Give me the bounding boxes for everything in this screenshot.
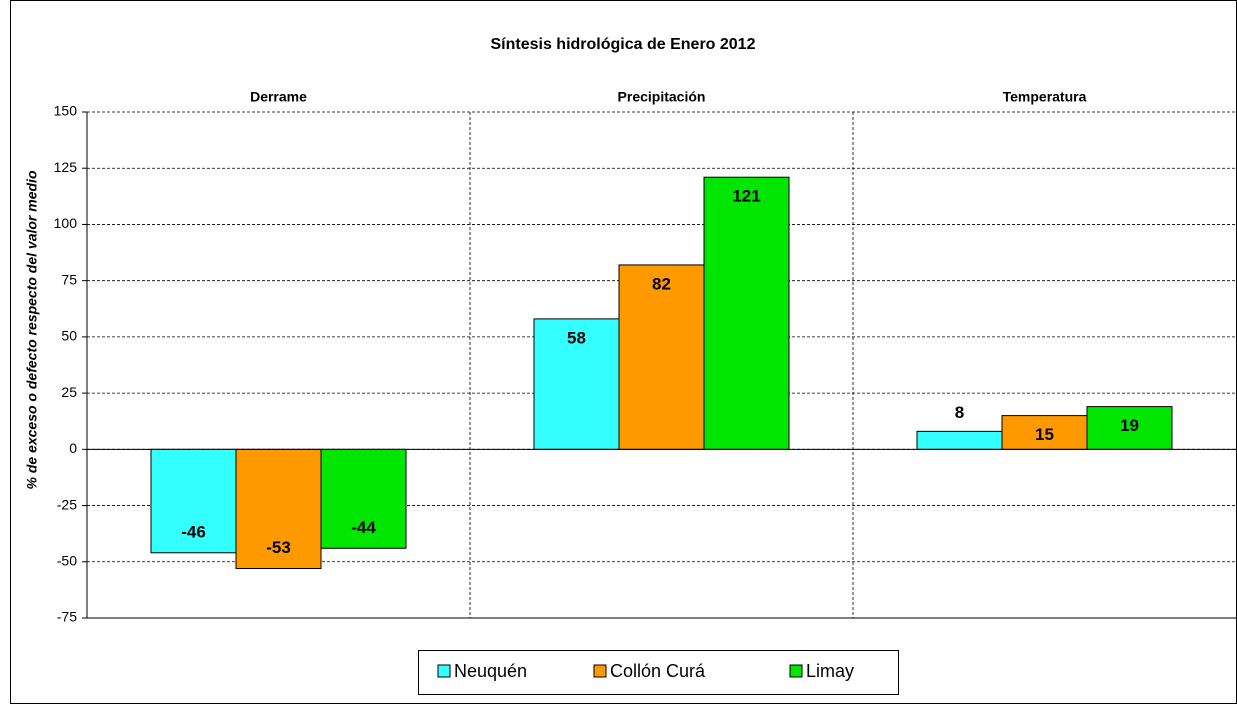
data-label: -44 bbox=[351, 518, 376, 537]
legend-swatch bbox=[593, 664, 607, 678]
bar bbox=[320, 448, 407, 549]
y-tick-label: -50 bbox=[57, 552, 77, 568]
chart-title: Síntesis hidrológica de Enero 2012 bbox=[491, 36, 756, 53]
data-label: 8 bbox=[955, 403, 964, 422]
legend bbox=[418, 650, 899, 695]
bar bbox=[533, 318, 620, 450]
category-label: Temperatura bbox=[1003, 89, 1087, 105]
y-tick-label: 150 bbox=[54, 103, 78, 119]
bar bbox=[703, 176, 790, 450]
legend-swatch bbox=[437, 664, 451, 678]
legend-label: Collón Curá bbox=[610, 661, 706, 681]
y-tick-label: 75 bbox=[61, 271, 77, 287]
bar bbox=[618, 264, 705, 450]
y-axis-label: % de exceso o defecto respecto del valor… bbox=[24, 170, 40, 489]
y-tick-label: 25 bbox=[61, 384, 77, 400]
y-tick-label: -75 bbox=[57, 609, 77, 625]
legend-label: Limay bbox=[806, 661, 854, 681]
bar bbox=[916, 430, 1003, 450]
y-tick-label: 0 bbox=[69, 440, 77, 456]
category-label: Precipitación bbox=[618, 89, 706, 105]
data-label: 121 bbox=[732, 187, 760, 206]
y-tick-label: -25 bbox=[57, 496, 77, 512]
category-label: Derrame bbox=[250, 89, 307, 105]
data-label: -46 bbox=[181, 522, 206, 541]
data-label: 82 bbox=[652, 274, 671, 293]
bar bbox=[1086, 406, 1173, 450]
legend-label: Neuquén bbox=[454, 661, 527, 681]
bar bbox=[150, 448, 237, 554]
data-label: 58 bbox=[567, 328, 586, 347]
y-tick-label: 50 bbox=[61, 328, 77, 344]
legend-swatch bbox=[789, 664, 803, 678]
data-label: 19 bbox=[1120, 416, 1139, 435]
data-label: -53 bbox=[266, 538, 291, 557]
y-tick-label: 100 bbox=[54, 215, 78, 231]
data-label: 15 bbox=[1035, 425, 1054, 444]
y-tick-label: 125 bbox=[54, 159, 78, 175]
bar bbox=[235, 448, 322, 570]
